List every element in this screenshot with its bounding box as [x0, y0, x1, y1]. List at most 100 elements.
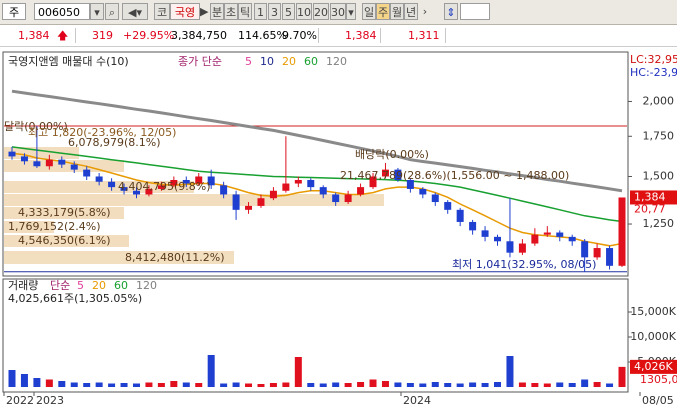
- volume-bar: [45, 379, 53, 387]
- profile-band: [4, 235, 129, 247]
- volume-panel: [2, 278, 629, 393]
- volume-bar: [294, 357, 302, 387]
- period-btn[interactable]: 5: [282, 3, 295, 20]
- volume-tag-bg: [630, 359, 677, 374]
- volume-bar: [406, 383, 414, 387]
- volume-bar: [369, 379, 377, 387]
- candle-body: [207, 176, 215, 186]
- candle-body: [58, 159, 66, 165]
- volume-bar: [220, 383, 228, 387]
- price-panel: [2, 51, 629, 277]
- candle-body: [195, 176, 203, 184]
- period-btn[interactable]: 3: [268, 3, 281, 20]
- volume-bar: [58, 381, 66, 387]
- separator: [75, 28, 76, 43]
- period-btn[interactable]: 10: [296, 3, 312, 20]
- arrow[interactable]: ›: [422, 5, 428, 18]
- period-btn[interactable]: 20: [313, 3, 329, 20]
- frame-btn[interactable]: 주: [376, 3, 390, 20]
- exchange[interactable]: 코: [154, 3, 170, 20]
- annotation: 6,078,979(8.1%): [68, 136, 161, 149]
- volume-bar: [120, 383, 128, 387]
- volume-bar: [431, 382, 439, 387]
- volume-bar: [618, 366, 626, 387]
- candle-body: [108, 181, 116, 188]
- ma-legend: 20: [282, 55, 296, 68]
- volume-ma-legend: 20: [92, 279, 106, 292]
- blank-input[interactable]: [460, 3, 490, 20]
- annotation: 8,412,480(11.2%): [125, 251, 225, 264]
- candle-body: [369, 176, 377, 188]
- volume-bar: [232, 382, 240, 387]
- volume-ma-legend: 60: [114, 279, 128, 292]
- frame-btn[interactable]: 월: [390, 3, 404, 20]
- ma-legend: 120: [326, 55, 347, 68]
- candle-body: [618, 197, 626, 266]
- volume-bar: [332, 382, 340, 387]
- volume-bar: [8, 370, 16, 387]
- annotation: 21,467,789(28.6%)(1,556.00 ~ 1,488.00): [340, 169, 569, 182]
- annotation: 최저 1,041(32.95%, 08/05): [452, 258, 596, 271]
- candle-body: [344, 194, 352, 203]
- volume-bar: [357, 382, 365, 387]
- code-input[interactable]: 006050: [34, 3, 90, 20]
- updown[interactable]: ⇕: [444, 3, 458, 20]
- ma-line: [11, 89, 623, 193]
- period-btn[interactable]: 30: [330, 3, 346, 20]
- volume-bar: [33, 378, 41, 387]
- candle-body: [593, 248, 601, 258]
- y-tick-label: 2,000: [643, 94, 675, 107]
- dropdown[interactable]: ▾: [90, 3, 104, 20]
- sound[interactable]: ◀▾: [122, 3, 148, 20]
- turnover: 9.70%: [282, 29, 317, 42]
- period-btn[interactable]: 1: [254, 3, 267, 20]
- candle-body: [182, 179, 190, 184]
- candle-body: [20, 156, 28, 162]
- volume-bar: [419, 383, 427, 387]
- candle-body: [506, 241, 514, 253]
- frame-btn[interactable]: 일: [362, 3, 376, 20]
- volume-bar: [108, 383, 116, 387]
- volume-bar: [518, 382, 526, 387]
- chart-bg: [0, 46, 677, 409]
- volume-ma-title: 단순: [50, 279, 70, 292]
- volume-bar: [568, 383, 576, 387]
- y-tick-label: 1,250: [643, 217, 675, 230]
- candle-body: [494, 236, 502, 242]
- volume-ma-legend: 120: [136, 279, 157, 292]
- separator: [318, 28, 319, 43]
- volume-bar: [444, 383, 452, 387]
- high: 1,384: [345, 29, 377, 42]
- candle-body: [70, 164, 78, 170]
- volume-bar: [182, 382, 190, 387]
- candle-body: [83, 169, 91, 177]
- interval-btn[interactable]: 분: [210, 3, 224, 20]
- volume-bar: [381, 381, 389, 387]
- candle-body: [606, 248, 614, 266]
- candle-body: [257, 198, 265, 206]
- interval-btn[interactable]: 틱: [238, 3, 252, 20]
- market-select[interactable]: 주: [2, 3, 26, 20]
- interval-btn[interactable]: 초: [224, 3, 238, 20]
- ma-line: [11, 146, 623, 223]
- candle-body: [45, 159, 53, 167]
- annotation: 달락(0.00%): [4, 120, 68, 133]
- volume-bar: [257, 384, 265, 387]
- price: 1,384: [18, 29, 50, 42]
- profile-band: [4, 221, 54, 233]
- volume-bar: [83, 383, 91, 387]
- candle-body: [245, 205, 253, 210]
- search[interactable]: ⌕: [105, 3, 119, 20]
- frame-btn[interactable]: 년: [404, 3, 418, 20]
- price-tag: 1,384: [634, 190, 666, 203]
- candle-body: [220, 185, 228, 195]
- profile-band: [4, 147, 79, 159]
- candle-body: [307, 179, 315, 188]
- volume-bar: [469, 382, 477, 387]
- dropdown[interactable]: ▾: [346, 3, 356, 20]
- change: 319: [92, 29, 113, 42]
- volume-bar: [207, 355, 215, 387]
- candle-body: [518, 243, 526, 253]
- volume-ratio: 114.65%: [238, 29, 287, 42]
- volume-bar: [319, 383, 327, 387]
